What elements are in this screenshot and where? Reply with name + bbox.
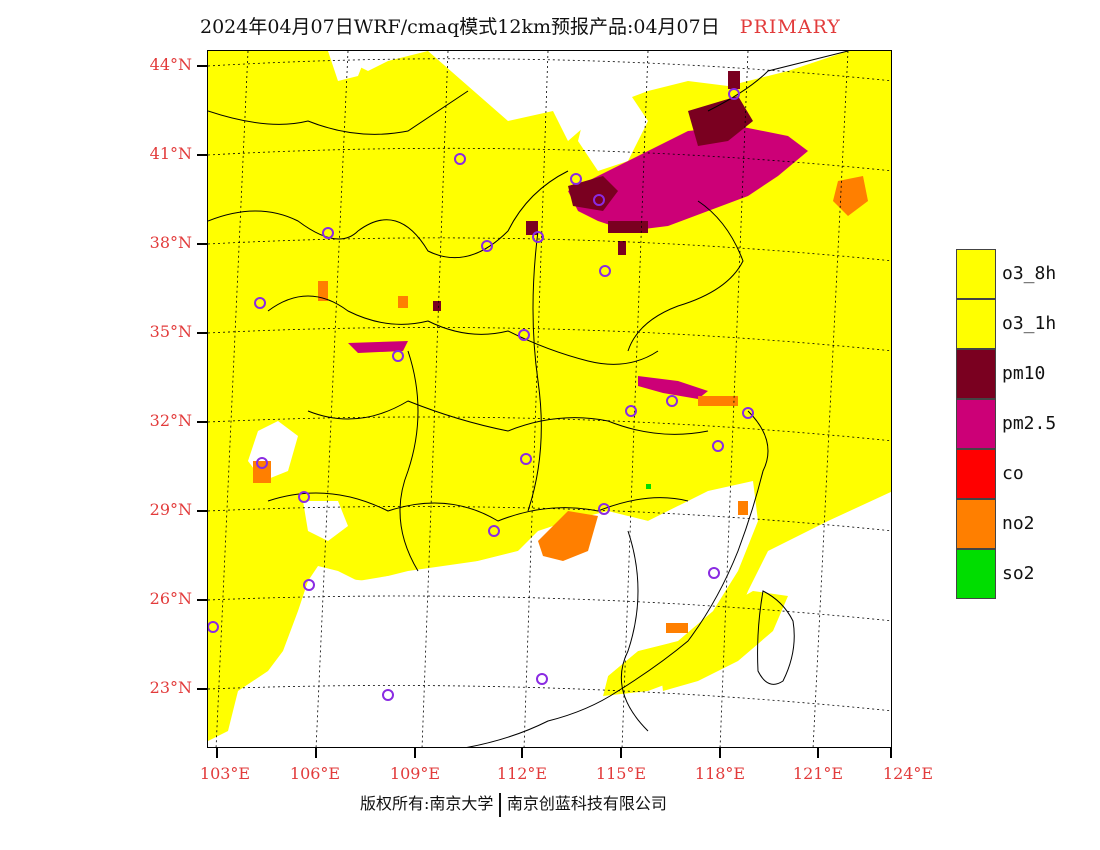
so2-patch xyxy=(646,484,651,489)
lon-tick xyxy=(890,748,892,758)
legend-swatch xyxy=(956,449,996,499)
pm10-patches xyxy=(433,71,753,311)
status-label: PRIMARY xyxy=(739,16,841,38)
legend-swatch xyxy=(956,499,996,549)
lat-tick xyxy=(197,510,207,512)
legend-item-no2: no2 xyxy=(956,499,1096,549)
legend-label: pm2.5 xyxy=(1002,413,1057,434)
legend-label: o3_1h xyxy=(1002,313,1057,334)
lat-tick xyxy=(197,599,207,601)
lon-tick xyxy=(521,748,523,758)
title-text: 2024年04月07日WRF/cmaq模式12km预报产品:04月07日 xyxy=(200,16,720,38)
legend-swatch xyxy=(956,299,996,349)
lon-label-109: 109°E xyxy=(389,764,441,783)
lat-tick xyxy=(197,243,207,245)
lon-tick xyxy=(414,748,416,758)
lon-label-106: 106°E xyxy=(289,764,341,783)
legend-item-so2: so2 xyxy=(956,549,1096,599)
lat-tick xyxy=(197,332,207,334)
lat-label-41: 41°N xyxy=(149,144,192,163)
lat-tick xyxy=(197,421,207,423)
lon-label-124: 124°E xyxy=(882,764,934,783)
lat-label-35: 35°N xyxy=(149,322,192,341)
lon-tick xyxy=(216,748,218,758)
map-title: 2024年04月07日WRF/cmaq模式12km预报产品:04月07日 PRI… xyxy=(200,12,980,42)
legend-item-o3-8h: o3_8h xyxy=(956,249,1096,299)
map-canvas xyxy=(208,51,891,747)
graticule xyxy=(208,51,891,747)
lon-label-121: 121°E xyxy=(792,764,844,783)
legend: o3_8h o3_1h pm10 pm2.5 co no2 so2 xyxy=(956,249,1096,599)
station-markers xyxy=(208,88,754,701)
lat-label-32: 32°N xyxy=(149,411,192,430)
lat-label-26: 26°N xyxy=(149,589,192,608)
lat-label-44: 44°N xyxy=(149,55,192,74)
lat-tick xyxy=(197,154,207,156)
copyright-right: 南京创蓝科技有限公司 xyxy=(506,794,667,813)
lon-label-118: 118°E xyxy=(694,764,746,783)
legend-swatch xyxy=(956,349,996,399)
lat-tick xyxy=(197,688,207,690)
pollution-forecast-map[interactable] xyxy=(207,50,892,748)
footer-divider xyxy=(499,792,501,817)
legend-swatch xyxy=(956,399,996,449)
lon-label-115: 115°E xyxy=(595,764,647,783)
copyright-footer: 版权所有:南京大学 南京创蓝科技有限公司 xyxy=(360,790,667,817)
legend-label: so2 xyxy=(1002,563,1035,584)
no2-patches xyxy=(253,176,868,633)
o3-coverage xyxy=(208,51,891,741)
legend-item-o3-1h: o3_1h xyxy=(956,299,1096,349)
lat-label-23: 23°N xyxy=(149,678,192,697)
legend-item-co: co xyxy=(956,449,1096,499)
legend-item-pm10: pm10 xyxy=(956,349,1096,399)
lat-label-38: 38°N xyxy=(149,233,192,252)
legend-swatch xyxy=(956,249,996,299)
legend-swatch xyxy=(956,549,996,599)
copyright-left: 版权所有:南京大学 xyxy=(360,794,494,813)
lat-label-29: 29°N xyxy=(149,500,192,519)
lon-tick xyxy=(315,748,317,758)
lon-tick xyxy=(817,748,819,758)
pm25-plume xyxy=(348,126,808,399)
lon-label-112: 112°E xyxy=(496,764,548,783)
lon-tick xyxy=(620,748,622,758)
lon-label-103: 103°E xyxy=(199,764,251,783)
legend-label: o3_8h xyxy=(1002,263,1057,284)
legend-label: pm10 xyxy=(1002,363,1046,384)
lon-tick xyxy=(719,748,721,758)
legend-label: no2 xyxy=(1002,513,1035,534)
legend-label: co xyxy=(1002,463,1024,484)
lat-tick xyxy=(197,65,207,67)
legend-item-pm25: pm2.5 xyxy=(956,399,1096,449)
